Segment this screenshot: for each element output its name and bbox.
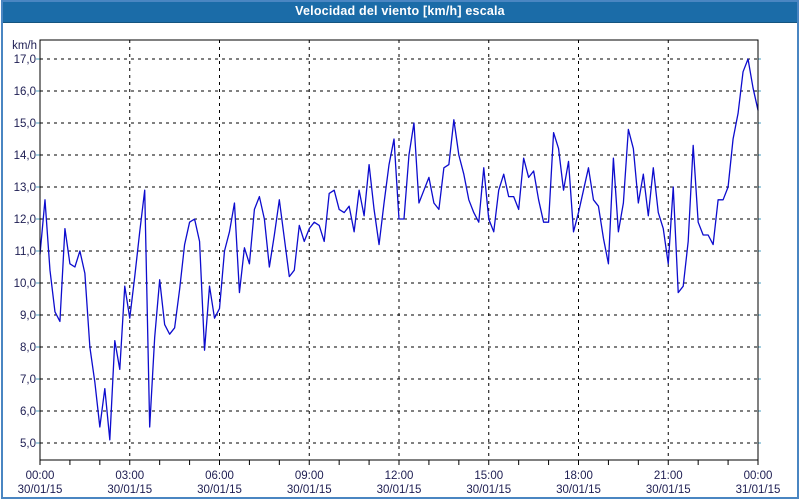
y-tick-label: 17,0 [14, 54, 36, 66]
y-tick-label: 7,0 [20, 374, 36, 386]
x-tick-date-label: 31/01/15 [736, 484, 781, 496]
y-tick-label: 15,0 [14, 118, 36, 130]
x-tick-time-label: 09:00 [295, 470, 324, 482]
y-tick-label: 16,0 [14, 86, 36, 98]
y-tick-label: 9,0 [20, 310, 36, 322]
y-tick-label: 13,0 [14, 182, 36, 194]
y-tick-labels: 17,0 16,0 15,0 14,0 13,0 12,0 11,0 10,0 9,0 8,0 7,… [12, 40, 37, 450]
x-tick-date-label: 30/01/15 [377, 484, 422, 496]
x-tick-date-label: 30/01/15 [556, 484, 601, 496]
x-tick-time-label: 06:00 [205, 470, 234, 482]
x-tick-date-label: 30/01/15 [466, 484, 511, 496]
chart-title: Velocidad del viento [km/h] escala [295, 4, 505, 18]
y-tick-label: 8,0 [20, 342, 36, 354]
y-tick-label: 14,0 [14, 150, 36, 162]
series [39, 58, 759, 441]
x-tick-date-label: 30/01/15 [646, 484, 691, 496]
x-tick-date-label: 30/01/15 [197, 484, 242, 496]
y-tick-label: 5,0 [20, 438, 36, 450]
y-tick-label: 10,0 [14, 278, 36, 290]
plot-border-group [39, 39, 759, 461]
x-tick-date-label: 30/01/15 [107, 484, 152, 496]
x-tick-time-label: 12:00 [385, 470, 414, 482]
plot-border [39, 39, 759, 461]
wind-speed-line [39, 58, 759, 441]
y-tick-label: 11,0 [14, 246, 36, 258]
x-tick-date-label: 30/01/15 [287, 484, 332, 496]
x-tick-time-label: 00:00 [26, 470, 55, 482]
x-tick-time-label: 03:00 [115, 470, 144, 482]
gridlines [40, 40, 758, 460]
x-tick-time-label: 15:00 [474, 470, 503, 482]
x-tick-time-label: 18:00 [564, 470, 593, 482]
y-tick-label: 6,0 [20, 406, 36, 418]
x-tick-time-label: 21:00 [654, 470, 683, 482]
x-tick-labels: 00:00 30/01/15 03:00 30/01/15 06:00 30/01/15 0… [18, 470, 781, 496]
title-bar: Velocidad del viento [km/h] escala [1, 0, 799, 23]
y-axis-unit-label: km/h [12, 40, 37, 52]
x-tick-date-label: 30/01/15 [18, 484, 63, 496]
y-tick-label: 12,0 [14, 214, 36, 226]
x-tick-time-label: 00:00 [744, 470, 773, 482]
